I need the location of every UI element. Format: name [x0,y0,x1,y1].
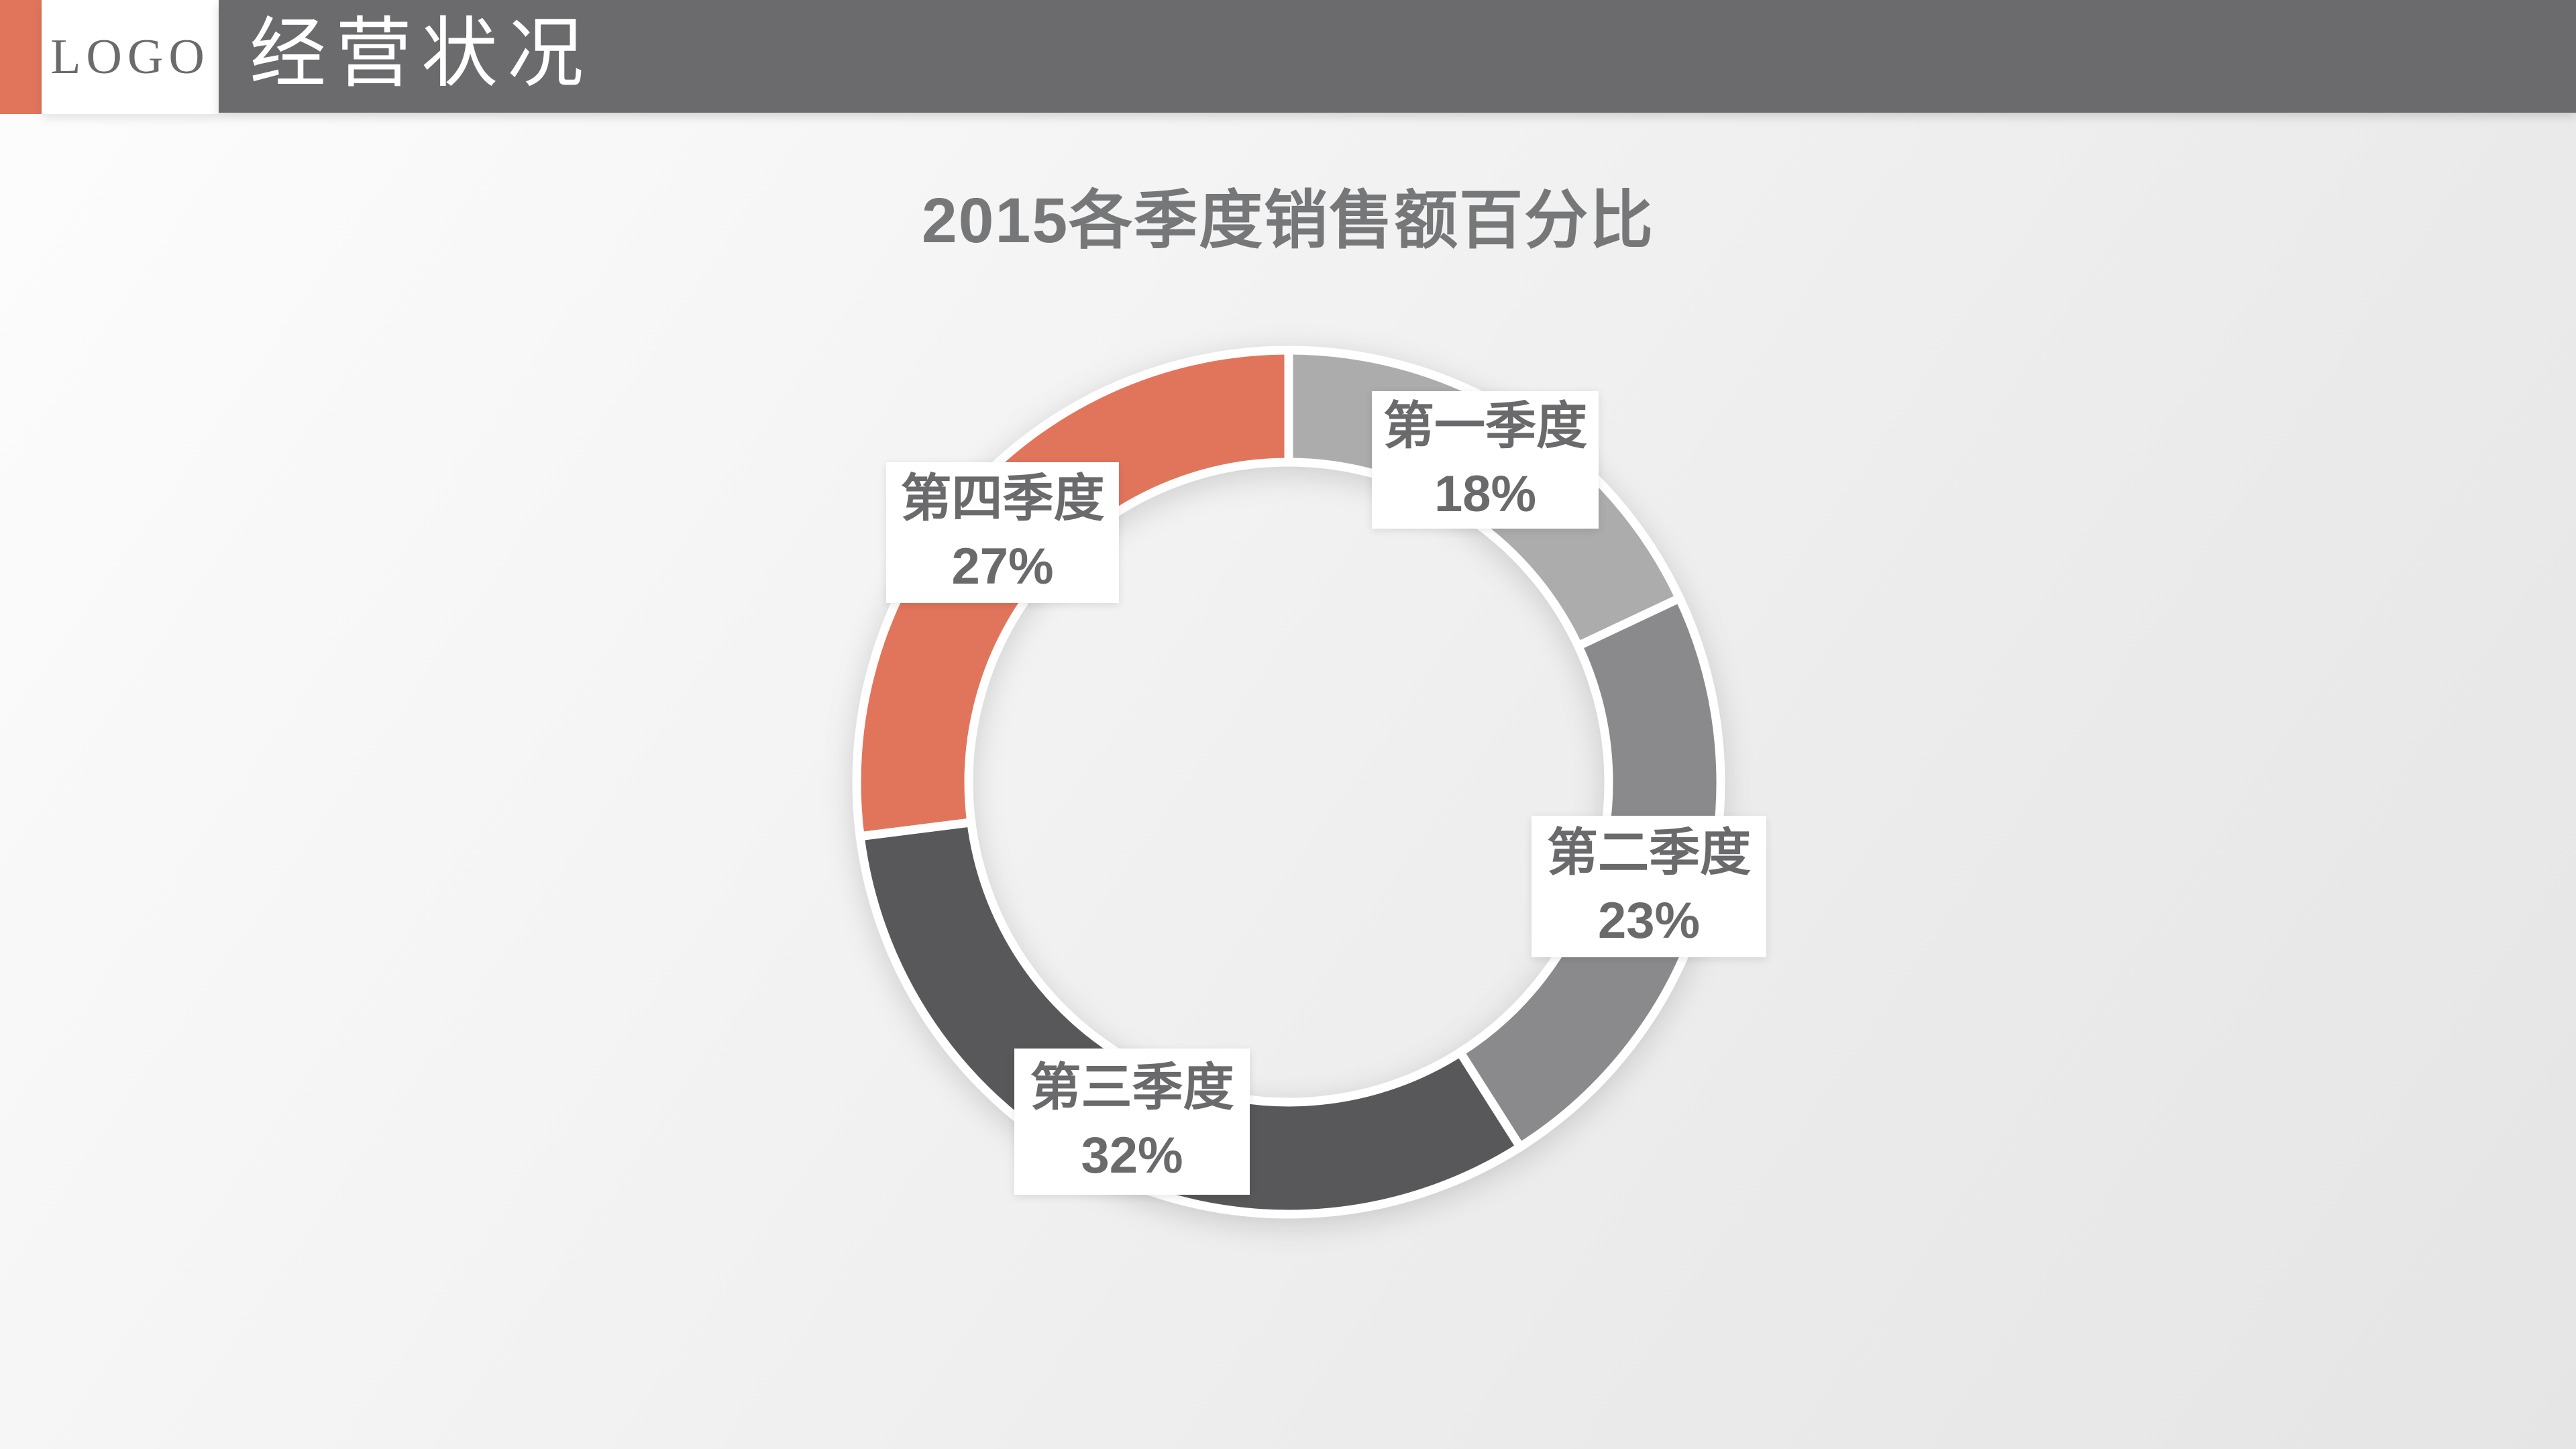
donut-segment-q2 [1454,592,1725,1153]
chart-title: 2015各季度销售额百分比 [921,185,1655,256]
label-q2-value: 23% [1597,892,1701,949]
label-q2-name: 第二季度 [1547,824,1751,881]
logo-box: LOGO [42,0,219,114]
label-q3-value: 32% [1081,1127,1183,1184]
label-q2: 第二季度 23% [1532,816,1766,957]
label-q1: 第一季度 18% [1372,391,1599,529]
label-q4: 第四季度 27% [886,462,1119,603]
header: LOGO 经营状况 [0,0,2576,114]
page-title: 经营状况 [250,11,594,97]
header-bar: 经营状况 [219,0,2576,113]
label-q3: 第三季度 32% [1014,1049,1250,1195]
label-q4-value: 27% [951,538,1054,595]
donut-segment-q4 [852,345,1293,841]
accent-bar [0,0,42,114]
label-q1-value: 18% [1434,465,1537,523]
label-q4-name: 第四季度 [900,470,1105,527]
label-q3-name: 第三季度 [1030,1059,1234,1116]
logo-text: LOGO [50,30,210,85]
label-q1-name: 第一季度 [1383,397,1587,455]
